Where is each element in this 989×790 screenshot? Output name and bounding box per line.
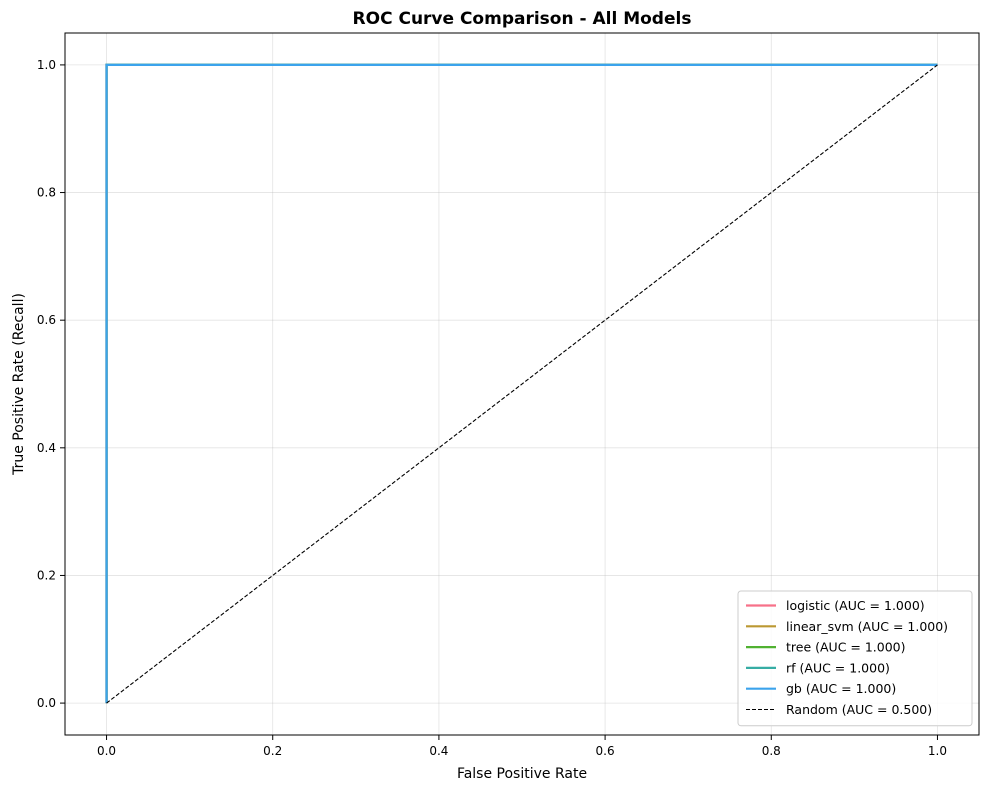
- y-tick-label: 0.4: [37, 441, 56, 455]
- legend-label-4: gb (AUC = 1.000): [786, 681, 896, 696]
- legend-label-1: linear_svm (AUC = 1.000): [786, 619, 948, 634]
- axis-ticks: 0.0 0.2 0.4 0.6 0.8 1.0 0.0 0.2 0.4 0.6 0.8 1.0: [37, 58, 947, 758]
- y-axis-label: True Positive Rate (Recall): [11, 293, 27, 476]
- series-line-4: [105, 63, 938, 704]
- legend-box: [737, 590, 973, 727]
- legend-label-2: tree (AUC = 1.000): [786, 640, 906, 655]
- x-tick-label: 1.0: [928, 744, 947, 758]
- y-tick-label: 0.8: [37, 186, 56, 200]
- y-tick-label: 0.6: [37, 313, 56, 327]
- x-tick-label: 0.4: [429, 744, 448, 758]
- series-line-5: [106, 64, 938, 704]
- legend-label-3: rf (AUC = 1.000): [786, 660, 890, 675]
- plot-frame: [64, 32, 980, 736]
- y-tick-label: 1.0: [37, 58, 56, 72]
- x-axis-label: False Positive Rate: [457, 766, 587, 782]
- y-tick-label: 0.0: [37, 696, 56, 710]
- x-tick-label: 0.2: [263, 744, 282, 758]
- legend-label-0: logistic (AUC = 1.000): [786, 598, 925, 613]
- chart-title: ROC Curve Comparison - All Models: [353, 9, 692, 29]
- x-tick-label: 0.0: [97, 744, 116, 758]
- y-tick-label: 0.2: [37, 568, 56, 582]
- x-tick-label: 0.6: [596, 744, 615, 758]
- series-layer: [105, 63, 938, 704]
- legend-label-5: Random (AUC = 0.500): [786, 702, 932, 717]
- x-tick-label: 0.8: [762, 744, 781, 758]
- legend: logistic (AUC = 1.000) linear_svm (AUC = …: [737, 590, 973, 727]
